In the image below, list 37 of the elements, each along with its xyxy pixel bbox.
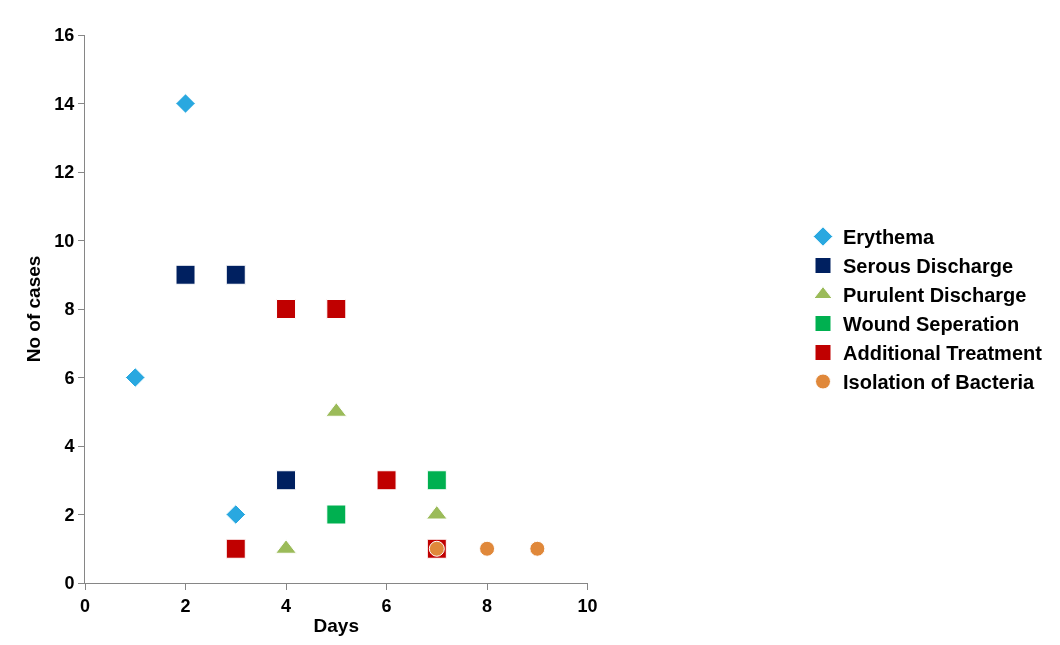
point [326,504,347,525]
y-tick-label: 8 [64,299,75,320]
legend-label: Wound Seperation [843,313,1020,336]
point [276,470,297,491]
legend-label: Purulent Discharge [843,284,1027,307]
point [175,93,196,114]
legend-label: Isolation of Bacteria [843,371,1036,394]
y-tick-label: 16 [54,25,75,46]
y-tick-label: 4 [64,436,75,457]
y-tick-label: 14 [54,93,75,114]
x-axis-title: Days [313,615,360,637]
point [225,504,247,525]
x-tick-label: 2 [180,595,191,616]
point [479,540,496,557]
point [376,470,397,491]
legend-label: Erythema [843,226,936,249]
x-tick-label: 6 [381,595,392,616]
x-tick-label: 0 [79,595,91,616]
point [125,367,146,388]
point [225,538,246,559]
y-tick-label: 2 [64,504,75,525]
point [276,299,297,319]
point [529,540,546,557]
x-tick-label: 8 [482,595,493,616]
legend-label: Additional Treatment [843,342,1043,365]
point [426,470,447,491]
y-tick-label: 10 [54,230,75,251]
x-tick-label: 4 [281,595,292,616]
legend-label: Serous Discharge [843,255,1014,278]
y-tick-label: 0 [64,573,75,594]
point [326,299,347,319]
x-tick-label: 10 [577,595,598,616]
y-tick-label: 12 [54,162,75,183]
y-axis-title: No of cases [23,255,45,363]
y-tick-label: 6 [64,367,75,388]
point [175,264,196,285]
point [225,264,246,285]
